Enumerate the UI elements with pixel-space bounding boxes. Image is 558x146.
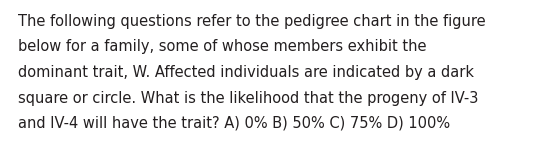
- Text: dominant trait, W. Affected individuals are indicated by a dark: dominant trait, W. Affected individuals …: [18, 65, 474, 80]
- Text: and IV-4 will have the trait? A) 0% B) 50% C) 75% D) 100%: and IV-4 will have the trait? A) 0% B) 5…: [18, 116, 450, 131]
- Text: below for a family, some of whose members exhibit the: below for a family, some of whose member…: [18, 40, 426, 54]
- Text: The following questions refer to the pedigree chart in the figure: The following questions refer to the ped…: [18, 14, 485, 29]
- Text: square or circle. What is the likelihood that the progeny of IV-3: square or circle. What is the likelihood…: [18, 91, 478, 106]
